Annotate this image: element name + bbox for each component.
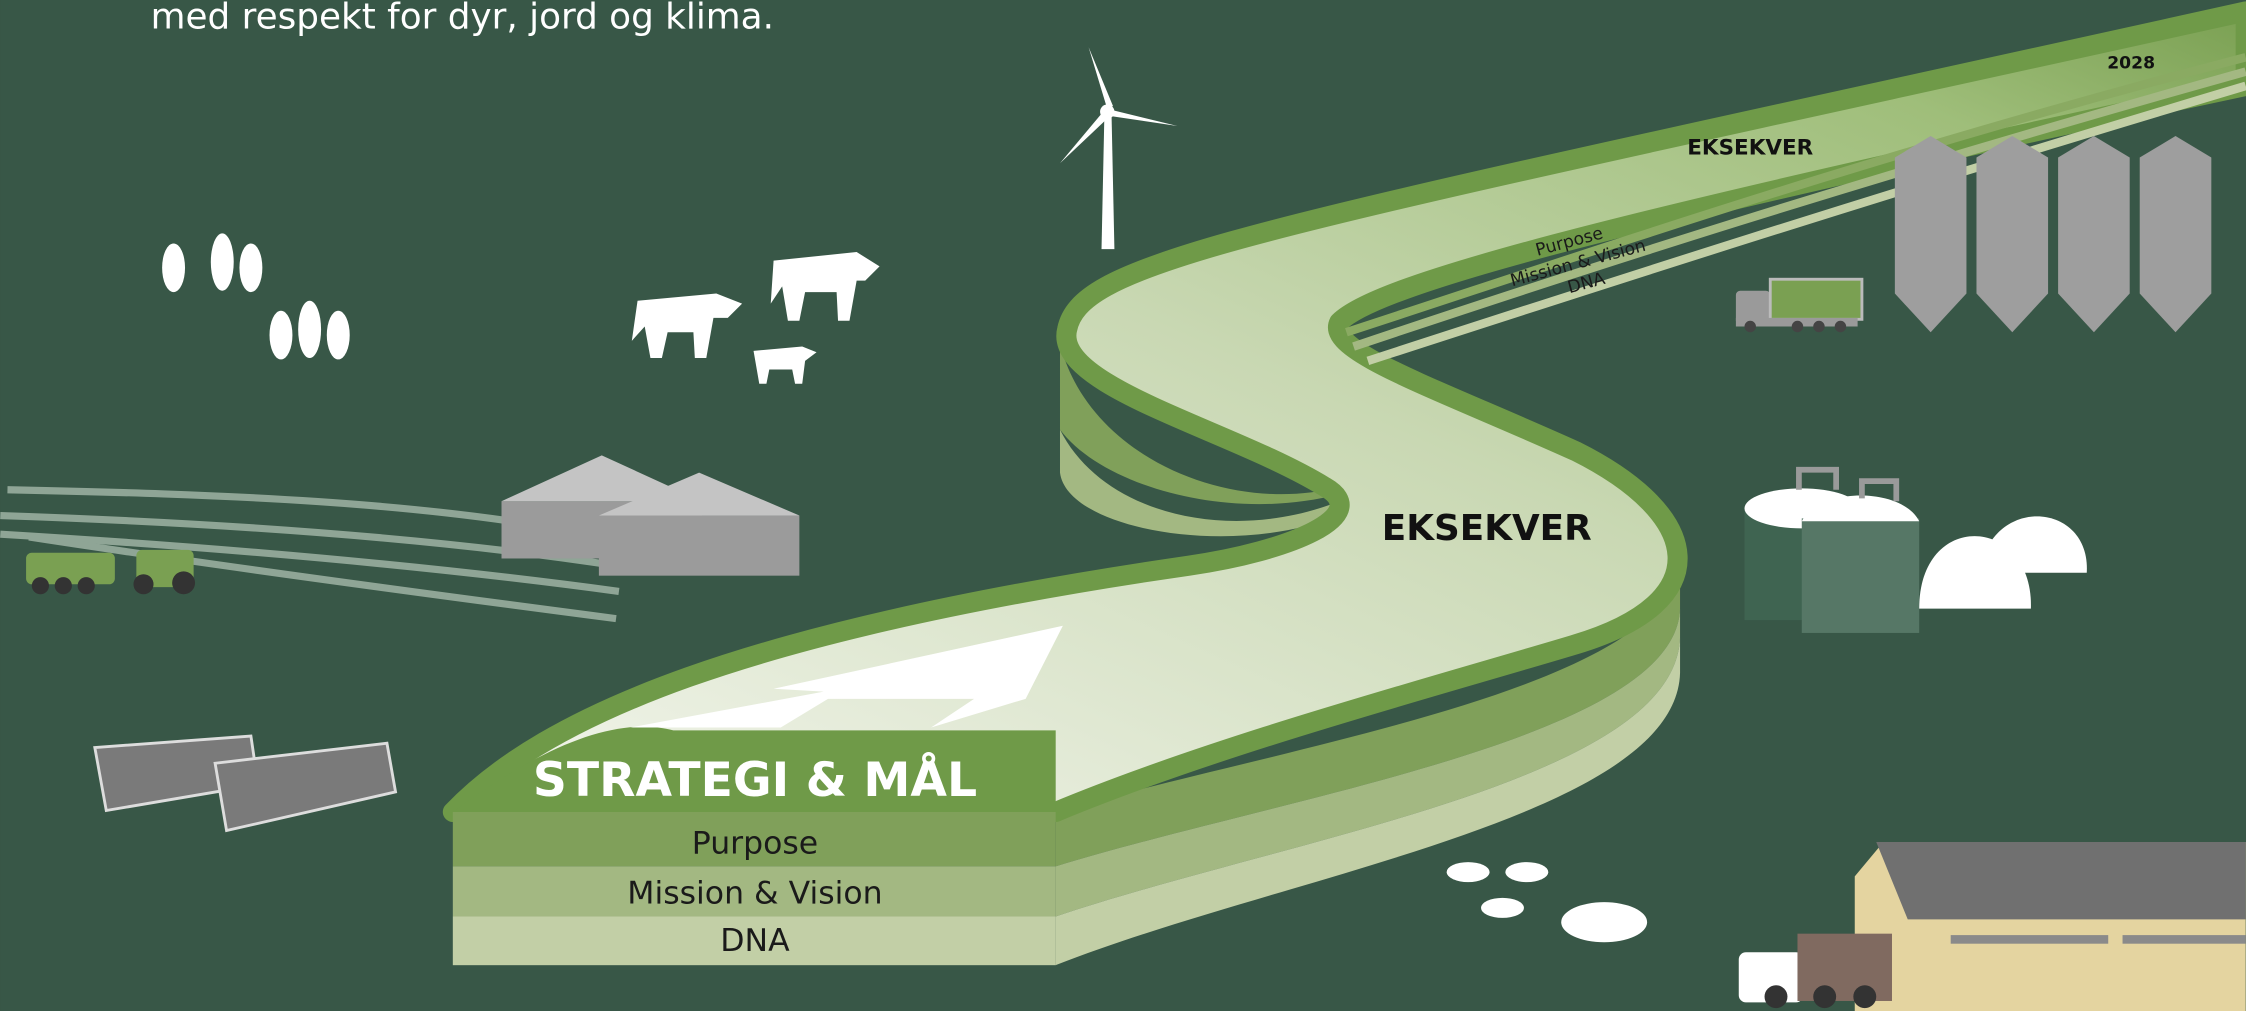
start-layer: Mission & Vision bbox=[627, 876, 882, 912]
start-layer: Purpose bbox=[692, 825, 818, 861]
tanks-right bbox=[1744, 466, 2087, 633]
tractor bbox=[26, 549, 196, 595]
start-title: STRATEGI & MÅL bbox=[533, 751, 977, 808]
layer-mission bbox=[452, 866, 1056, 917]
end-year: 2028 bbox=[2107, 54, 2155, 74]
wheat bbox=[162, 233, 350, 360]
pigs bbox=[1446, 862, 1648, 943]
wind-turbine bbox=[1059, 47, 1178, 250]
road-stripes bbox=[1345, 53, 2246, 365]
top-label: EKSEKVER bbox=[1687, 136, 1813, 161]
tanks-left bbox=[501, 455, 800, 576]
arrow bbox=[630, 625, 1063, 728]
truck bbox=[1735, 277, 1864, 333]
solar-panels bbox=[93, 734, 398, 833]
road-wall bbox=[1055, 343, 1681, 966]
start-top bbox=[452, 726, 1056, 812]
silos bbox=[1894, 136, 2212, 333]
start-layer: DNA bbox=[720, 923, 790, 959]
layer-dna bbox=[452, 916, 1056, 966]
subtitle: med respekt for dyr, jord og klima. bbox=[151, 0, 774, 38]
cows bbox=[631, 252, 880, 384]
layer-purpose bbox=[452, 811, 1056, 867]
middle-label: EKSEKVER bbox=[1382, 508, 1592, 549]
barn bbox=[1738, 842, 2246, 1011]
road-surface bbox=[442, 1, 2246, 822]
